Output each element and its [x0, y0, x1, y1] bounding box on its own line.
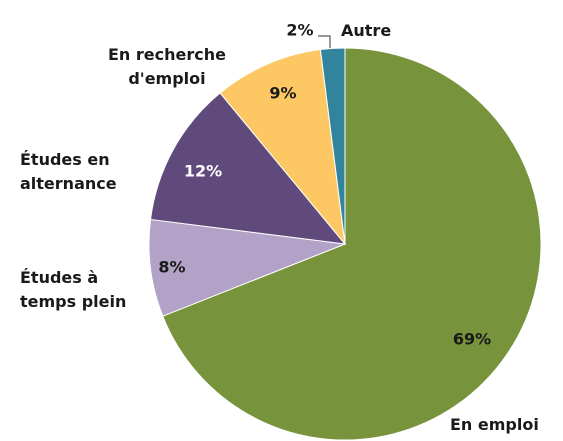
pie-slice	[162, 47, 542, 441]
value-label: 9%	[269, 84, 296, 103]
value-label: 2%	[286, 21, 313, 40]
value-label: 12%	[184, 162, 222, 181]
leader-line	[318, 35, 331, 50]
value-label: 8%	[158, 258, 185, 277]
pie-slice	[148, 218, 346, 317]
value-label: 69%	[453, 330, 491, 349]
pie-slice	[219, 48, 346, 246]
category-label: Études en alternance	[20, 150, 117, 193]
category-label: Études à temps plein	[20, 268, 127, 311]
pie-slice	[319, 47, 346, 245]
category-label: En recherche d'emploi	[108, 45, 226, 88]
pie-slice	[149, 92, 347, 245]
category-label: En emploi	[450, 415, 539, 434]
category-label: Autre	[341, 21, 392, 40]
